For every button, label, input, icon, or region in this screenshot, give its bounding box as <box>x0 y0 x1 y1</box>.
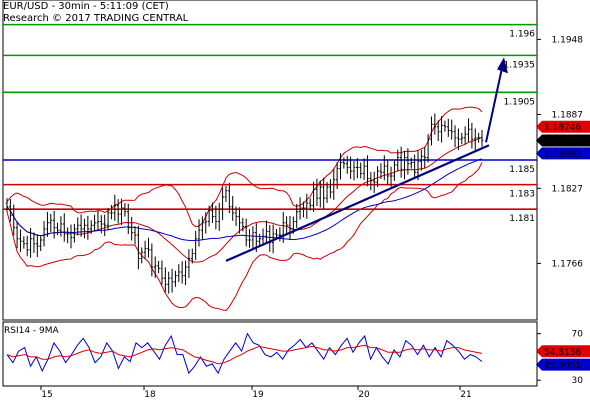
x-tick-label-2: 19 <box>252 390 264 400</box>
y-tick-label-2: 1.1827 <box>552 184 584 194</box>
chart-title: EUR/USD - 30min - 5:11:09 (CET) <box>3 1 169 12</box>
level-label-0: 1.196 <box>509 30 535 40</box>
level-label-1: 1.1935 <box>504 60 536 70</box>
price-tag-1 <box>536 134 590 147</box>
price-tag-2 <box>536 147 590 160</box>
price-tag-label-2: 1.18603 <box>544 150 581 160</box>
rsi-tick-label-1: 30 <box>572 376 584 386</box>
rsi-tag-0 <box>536 345 590 358</box>
rsi-series-0 <box>6 332 483 375</box>
rsi-title: RSI14 - 9MA <box>4 326 60 336</box>
x-tick-label-3: 20 <box>358 390 370 400</box>
level-label-5: 1.181 <box>509 214 535 224</box>
rsi-tag-1 <box>536 358 590 371</box>
projection-arrowhead <box>497 57 508 74</box>
y-tick-label-3: 1.1766 <box>552 259 584 269</box>
price-tag-label-1: 1.18658 <box>544 137 581 147</box>
price-tag-0 <box>536 120 590 133</box>
level-label-3: 1.185 <box>509 165 535 175</box>
bollinger-upper <box>6 106 483 228</box>
x-tick-label-4: 21 <box>460 390 471 400</box>
projection-arrow <box>485 63 504 143</box>
rsi-tick-label-0: 70 <box>572 330 584 340</box>
trendline <box>225 144 490 262</box>
rsi-series-1 <box>6 344 483 365</box>
bollinger-lower <box>6 162 483 312</box>
y-tick-label-1: 1.1887 <box>552 110 584 120</box>
bollinger-middle <box>6 136 483 263</box>
chart-copyright: Research © 2017 TRADING CENTRAL <box>3 13 189 24</box>
rsi-tag-label-0: 54.8136 <box>544 348 581 358</box>
rsi-panel-frame <box>2 321 538 387</box>
x-tick-label-0: 15 <box>41 390 52 400</box>
rsi-tag-label-1: 45.9051 <box>544 361 581 371</box>
moving-average <box>6 158 483 242</box>
x-tick-label-1: 18 <box>144 390 156 400</box>
price-tag-label-0: 1.18746 <box>544 123 581 133</box>
level-label-2: 1.1905 <box>504 97 536 107</box>
y-tick-label-0: 1.1948 <box>552 35 584 45</box>
level-label-4: 1.183 <box>509 190 535 200</box>
